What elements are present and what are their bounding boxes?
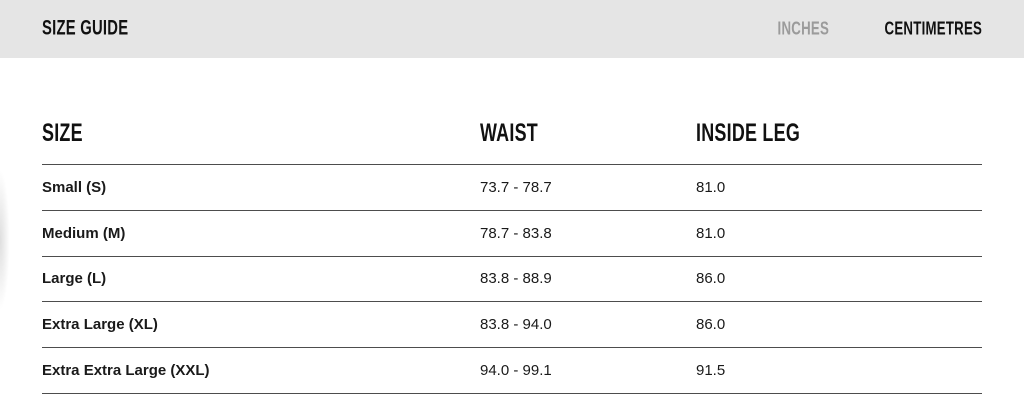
table-row: Large (L) 83.8 - 88.9 86.0 [42, 257, 982, 303]
table-row: Small (S) 73.7 - 78.7 81.0 [42, 165, 982, 211]
table-row: Extra Extra Large (XXL) 94.0 - 99.1 91.5 [42, 348, 982, 394]
inside-leg-cell: 81.0 [696, 178, 726, 196]
inside-leg-cell: 86.0 [696, 316, 726, 334]
waist-cell: 94.0 - 99.1 [480, 362, 552, 380]
page-title: SIZE GUIDE [42, 16, 129, 40]
table-row: Medium (M) 78.7 - 83.8 81.0 [42, 211, 982, 257]
size-cell: Extra Large (XL) [42, 316, 158, 334]
size-cell: Medium (M) [42, 224, 126, 242]
size-guide-table: SIZE WAIST INSIDE LEG Small (S) 73.7 - 7… [0, 58, 1024, 394]
waist-cell: 73.7 - 78.7 [480, 178, 552, 196]
inside-leg-cell: 86.0 [696, 270, 726, 288]
unit-toggle: INCHES CENTIMETRES [763, 18, 982, 39]
unit-centimetres-button[interactable]: CENTIMETRES [884, 18, 982, 39]
size-guide-topbar: SIZE GUIDE INCHES CENTIMETRES [0, 0, 1024, 58]
waist-cell: 83.8 - 88.9 [480, 270, 552, 288]
table-row: Extra Large (XL) 83.8 - 94.0 86.0 [42, 302, 982, 349]
column-header-inside-leg: INSIDE LEG [696, 117, 801, 147]
size-cell: Large (L) [42, 270, 107, 288]
waist-cell: 78.7 - 83.8 [480, 224, 552, 242]
size-cell: Small (S) [42, 178, 107, 196]
column-header-size: SIZE [42, 117, 83, 147]
inside-leg-cell: 91.5 [696, 362, 726, 380]
column-header-waist: WAIST [480, 117, 538, 147]
size-cell: Extra Extra Large (XXL) [42, 362, 210, 380]
unit-inches-button[interactable]: INCHES [777, 18, 829, 39]
table-header-row: SIZE WAIST INSIDE LEG [42, 58, 982, 165]
waist-cell: 83.8 - 94.0 [480, 316, 552, 334]
inside-leg-cell: 81.0 [696, 224, 726, 242]
